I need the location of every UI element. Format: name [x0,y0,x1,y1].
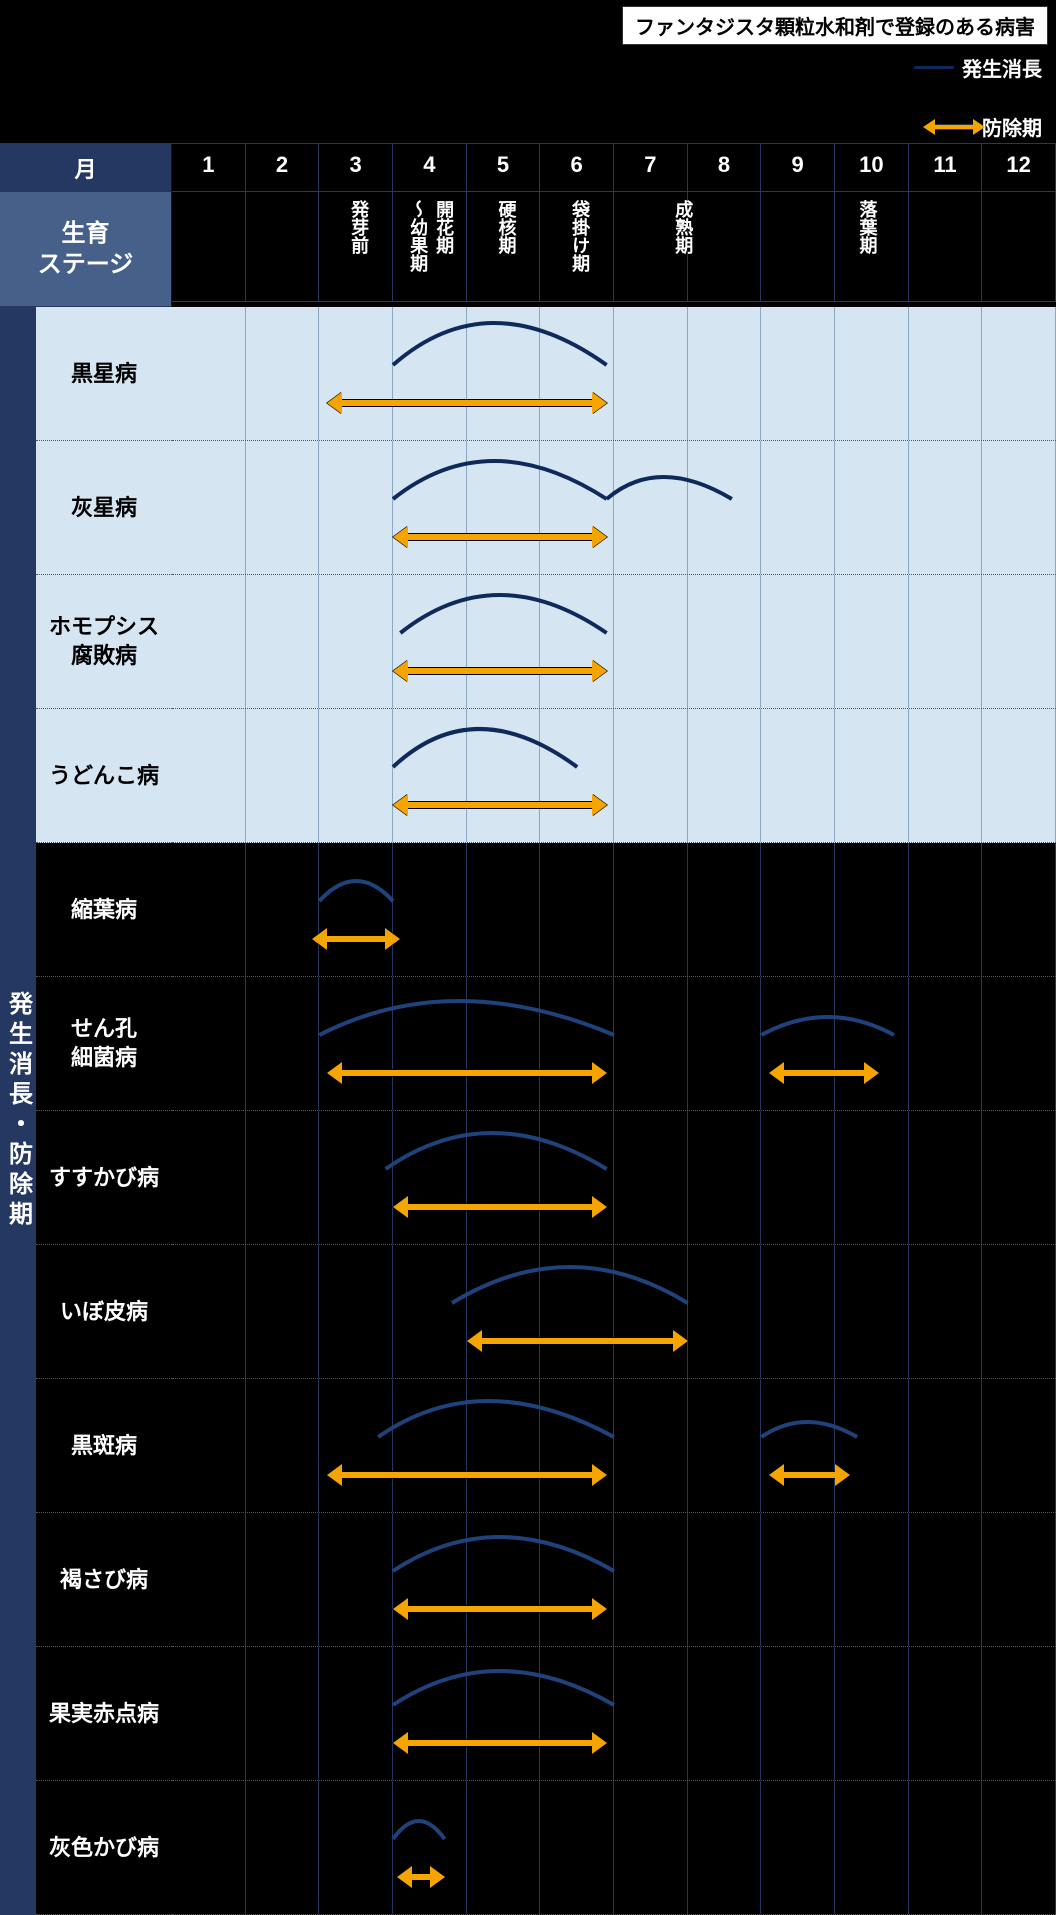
occurrence-curve [172,575,1056,709]
disease-row-すすかび病 [172,1111,1056,1245]
month-12: 12 [982,144,1056,192]
disease-label-灰色かび病: 灰色かび病 [36,1781,172,1915]
disease-label-縮葉病: 縮葉病 [36,843,172,977]
disease-label-すすかび病: すすかび病 [36,1111,172,1245]
month-1: 1 [172,144,246,192]
occurrence-curve [172,709,1056,843]
month-header: 月 [0,144,172,192]
disease-row-いぼ皮病 [172,1245,1056,1379]
left-column: 発生消長・防除期黒星病灰星病ホモプシス腐敗病うどんこ病縮葉病せん孔細菌病すすかび… [0,307,172,1915]
month-7: 7 [614,144,688,192]
control-period-arrow [784,1069,865,1077]
disease-label-せん孔 細菌病: せん孔細菌病 [36,977,172,1111]
occurrence-curve [172,1781,1056,1915]
month-5: 5 [467,144,541,192]
stage-成熟期: 成熟期 [670,200,696,254]
control-period-arrow [408,1739,592,1747]
disease-row-せん孔 細菌病 [172,977,1056,1111]
stage-発芽前: 発芽前 [346,200,372,254]
occurrence-curve [172,843,1056,977]
month-2: 2 [246,144,320,192]
month-11: 11 [909,144,983,192]
control-period-arrow [342,1471,592,1479]
control-period-arrow [408,533,592,541]
disease-label-果実赤点病: 果実赤点病 [36,1647,172,1781]
control-period-arrow [408,1605,592,1613]
month-8: 8 [688,144,762,192]
disease-row-縮葉病 [172,843,1056,977]
control-period-arrow [408,801,592,809]
stage-row: 発芽前 開花期〜幼果期 硬核期 袋掛け期 成熟期 落葉期 [172,192,1056,302]
control-period-arrow [784,1471,835,1479]
control-period-arrow [342,399,592,407]
month-10: 10 [835,144,909,192]
control-period-arrow [408,667,592,675]
control-period-arrow [482,1337,673,1345]
disease-label-ホモプシス 腐敗病: ホモプシス腐敗病 [36,575,172,709]
disease-row-ホモプシス 腐敗病 [172,575,1056,709]
disease-row-果実赤点病 [172,1647,1056,1781]
occurrence-curve [172,441,1056,575]
occurrence-curve [172,1513,1056,1647]
disease-label-いぼ皮病: いぼ皮病 [36,1245,172,1379]
occurrence-curve [172,307,1056,441]
stage-落葉期: 落葉期 [854,200,880,254]
legend: 発生消長 防除期 [0,51,1056,143]
control-period-arrow [327,935,385,943]
disease-label-黒斑病: 黒斑病 [36,1379,172,1513]
month-4: 4 [393,144,467,192]
disease-label-黒星病: 黒星病 [36,307,172,441]
occurrence-curve [172,1245,1056,1379]
disease-label-うどんこ病: うどんこ病 [36,709,172,843]
stage-袋掛け期: 袋掛け期 [567,200,593,272]
stage-header: 生育ステージ [0,192,172,307]
control-period-arrow [408,1203,592,1211]
occurrence-curve [172,977,1056,1111]
occurrence-curve [172,1647,1056,1781]
control-period-arrow [342,1069,592,1077]
month-9: 9 [761,144,835,192]
disease-row-黒星病 [172,307,1056,441]
disease-row-褐さび病 [172,1513,1056,1647]
legend-arrow-label: 防除期 [982,112,1042,141]
legend-curve-icon [914,66,954,69]
month-6: 6 [540,144,614,192]
disease-row-黒斑病 [172,1379,1056,1513]
month-3: 3 [319,144,393,192]
legend-curve-label: 発生消長 [962,53,1042,82]
disease-label-灰星病: 灰星病 [36,441,172,575]
header-note: ファンタジスタ顆粒水和剤で登録のある病害 [622,6,1048,45]
disease-label-褐さび病: 褐さび病 [36,1513,172,1647]
disease-calendar-table: 月 123456789101112生育ステージ発芽前開花期〜幼果期硬核期袋掛け期… [0,143,1056,1915]
occurrence-curve [172,1111,1056,1245]
disease-row-うどんこ病 [172,709,1056,843]
legend-arrow-icon [934,124,974,130]
disease-row-灰星病 [172,441,1056,575]
occurrence-curve [172,1379,1056,1513]
stage-硬核期: 硬核期 [494,200,520,254]
side-label: 発生消長・防除期 [0,307,36,1915]
disease-row-灰色かび病 [172,1781,1056,1915]
stage-開花期 〜幼果期: 開花期〜幼果期 [405,200,457,272]
control-period-arrow [412,1873,430,1881]
